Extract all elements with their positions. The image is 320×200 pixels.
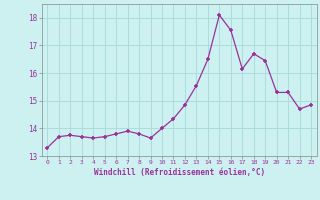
X-axis label: Windchill (Refroidissement éolien,°C): Windchill (Refroidissement éolien,°C) <box>94 168 265 177</box>
